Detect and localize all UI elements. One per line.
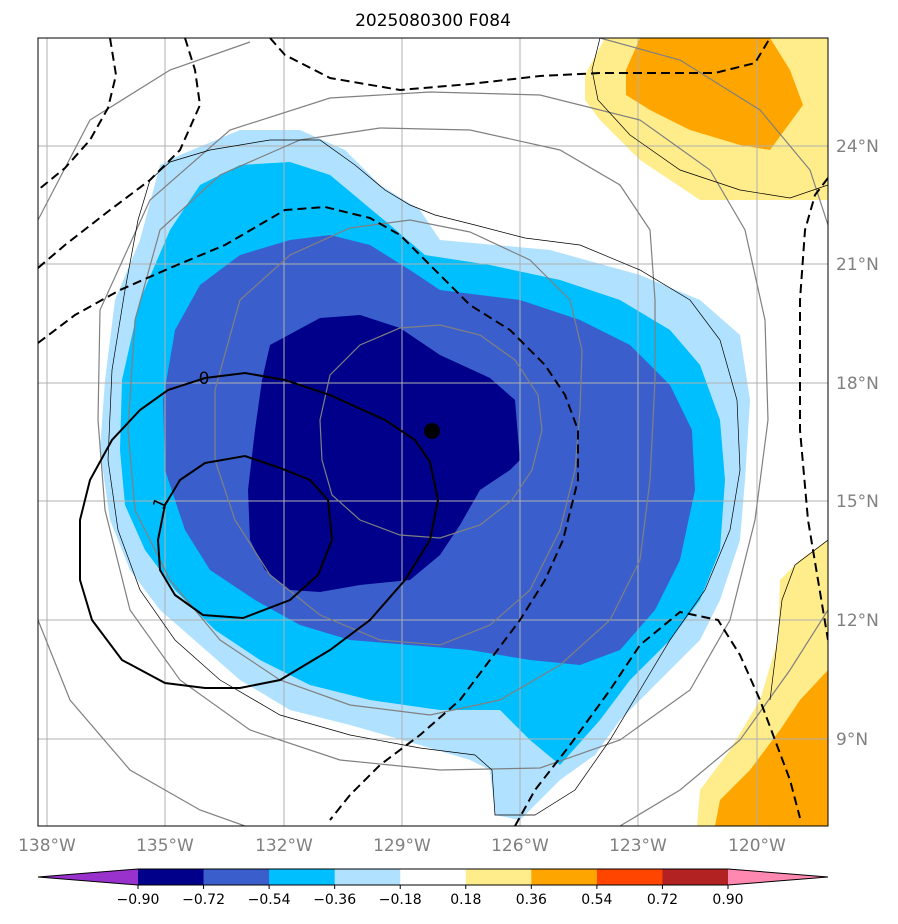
colorbar-tick-label: 0.18 bbox=[450, 892, 481, 908]
colorbar-tick-label: 0.72 bbox=[647, 892, 678, 908]
colorbar-tick-label: −0.90 bbox=[117, 892, 160, 908]
longitude-labels: 138°W 135°W 132°W 129°W 126°W 123°W 120°… bbox=[18, 836, 786, 856]
solid-contours bbox=[79, 371, 440, 689]
fill-navy bbox=[248, 315, 520, 592]
colorbar-tick-label: −0.72 bbox=[182, 892, 225, 908]
colorbar-segment bbox=[596, 869, 663, 885]
colorbar: −0.90 −0.72 −0.54 −0.36 −0.18 0.18 0.36 0.54 0.7… bbox=[37, 868, 829, 908]
colorbar-extend-min bbox=[38, 869, 138, 885]
colorbar-extend-max bbox=[728, 869, 828, 885]
lat-label-21n: 21°N bbox=[836, 255, 879, 275]
colorbar-tick-label: −0.36 bbox=[313, 892, 356, 908]
lon-label-138w: 138°W bbox=[18, 836, 76, 856]
lat-label-18n: 18°N bbox=[836, 374, 879, 394]
thin-black-contours bbox=[107, 38, 828, 816]
lat-label-9n: 9°N bbox=[836, 730, 868, 750]
lon-label-129w: 129°W bbox=[373, 836, 431, 856]
dashed-contours bbox=[38, 38, 828, 826]
gridlines bbox=[38, 38, 828, 826]
colorbar-tick-label: 0.90 bbox=[712, 892, 743, 908]
colorbar-segment bbox=[203, 869, 270, 885]
colorbar-segment bbox=[334, 869, 401, 885]
colorbar-segment bbox=[531, 869, 598, 885]
lon-label-126w: 126°W bbox=[491, 836, 549, 856]
lon-label-135w: 135°W bbox=[136, 836, 194, 856]
colorbar-tick-label: 0.36 bbox=[516, 892, 547, 908]
lon-label-123w: 123°W bbox=[609, 836, 667, 856]
colorbar-tick-label: 0.54 bbox=[581, 892, 612, 908]
map-frame bbox=[37, 37, 829, 827]
colorbar-segment bbox=[400, 869, 467, 885]
contour-label-zero: 0 bbox=[199, 369, 210, 389]
storm-center-marker bbox=[424, 423, 440, 439]
lon-label-120w: 120°W bbox=[728, 836, 786, 856]
fill-orange-se bbox=[715, 670, 828, 826]
colorbar-tick-label: −0.54 bbox=[248, 892, 291, 908]
height-contours bbox=[38, 38, 828, 826]
colorbar-segment bbox=[138, 869, 205, 885]
colorbar-segment bbox=[662, 869, 729, 885]
lat-label-15n: 15°N bbox=[836, 492, 879, 512]
latitude-labels: 24°N 21°N 18°N 15°N 12°N 9°N bbox=[836, 137, 879, 750]
lon-label-132w: 132°W bbox=[255, 836, 313, 856]
map-area: 0 1 bbox=[38, 38, 828, 826]
map-title: 2025080300 F084 bbox=[355, 11, 511, 31]
colorbar-tick-label: −0.18 bbox=[379, 892, 422, 908]
colorbar-segment bbox=[465, 869, 532, 885]
lat-label-12n: 12°N bbox=[836, 611, 879, 631]
lat-label-24n: 24°N bbox=[836, 137, 879, 157]
colorbar-segment bbox=[269, 869, 336, 885]
fill-orange-ne bbox=[626, 38, 803, 150]
